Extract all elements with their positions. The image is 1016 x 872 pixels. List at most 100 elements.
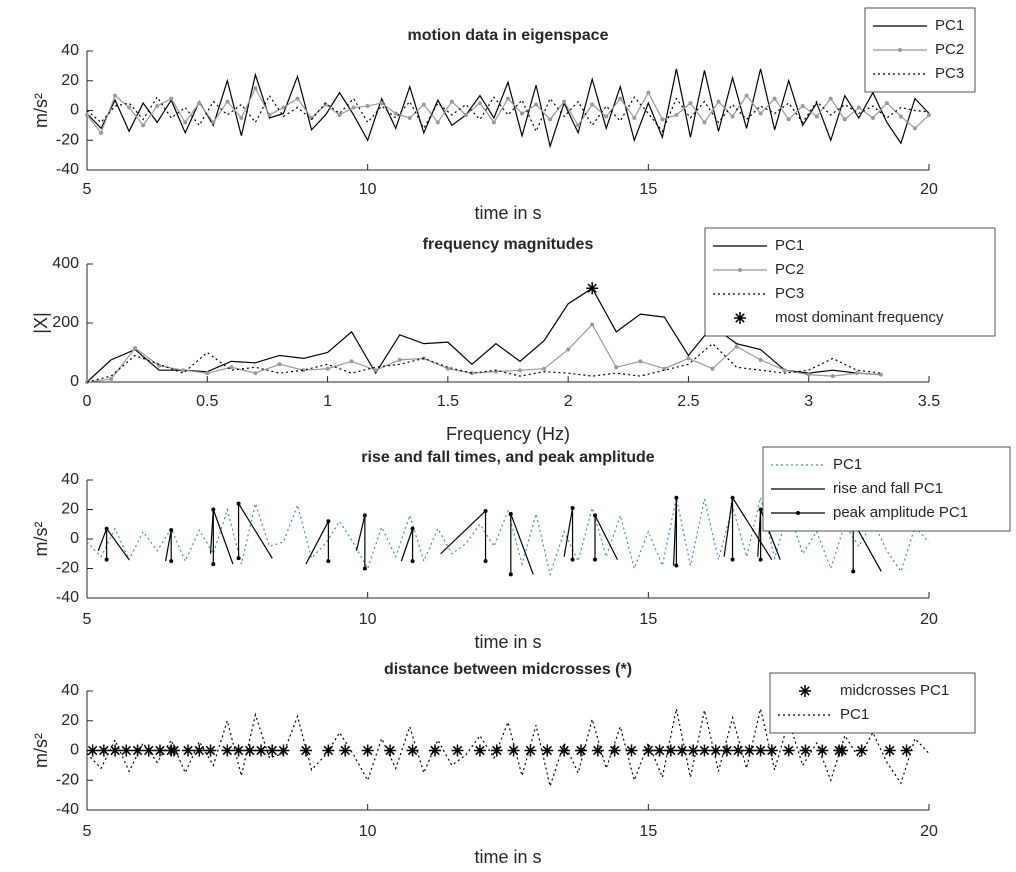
star-marker [109,744,122,757]
x-tick-label: 0.5 [196,393,218,410]
series-line [400,528,414,562]
x-tick-label: 5 [83,181,92,198]
point-marker [508,511,513,516]
star-marker [765,744,778,757]
point-marker [326,519,331,524]
x-tick-label: 15 [639,611,657,628]
star-marker [142,744,155,757]
point-marker [758,357,763,362]
point-marker [534,102,539,107]
point-marker [638,359,643,364]
point-marker [566,347,571,352]
point-marker [734,344,739,349]
star-marker [754,744,767,757]
point-marker [710,366,715,371]
star-marker [204,744,217,757]
point-marker [225,99,230,104]
x-tick-label: 15 [639,181,657,198]
legend-label: PC1 [775,237,804,254]
star-marker [490,744,503,757]
point-marker [477,101,482,106]
point-marker [267,112,272,117]
point-marker [772,96,777,101]
point-marker [800,104,805,109]
series-line [355,515,366,551]
point-marker [141,123,146,128]
point-marker [410,526,415,531]
stem-base-marker [730,557,735,562]
y-tick-label: -20 [56,131,79,148]
star-marker [339,744,352,757]
point-marker [614,365,619,370]
star-marker [835,744,848,757]
point-marker [506,96,510,101]
point-marker [662,366,667,371]
y-tick-label: 20 [61,501,79,518]
point-marker [211,507,216,512]
star-marker [642,744,655,757]
point-marker [229,365,234,370]
series-line [563,507,574,557]
star-marker [625,744,638,757]
series-line [594,515,618,560]
point-marker [716,99,721,104]
point-marker [660,117,665,122]
x-tick-label: 10 [359,611,377,628]
legend-label: PC2 [775,261,804,278]
point-marker [449,99,454,104]
legend-marker [738,268,742,272]
point-marker [786,117,791,122]
point-marker [814,114,819,119]
y-axis-label: m/s² [31,522,51,557]
star-marker [709,744,722,757]
star-marker [782,744,795,757]
legend-label: PC3 [935,65,964,82]
star-marker [120,744,133,757]
legend-marker [898,48,902,52]
point-marker [239,115,244,120]
y-tick-label: 40 [61,682,79,699]
point-marker [325,366,330,371]
point-marker [183,120,188,125]
legend-marker [796,511,800,515]
x-tick-label: 1 [323,393,332,410]
legend-label: rise and fall PC1 [833,480,943,497]
stem-base-marker [851,569,856,574]
series-line [86,497,930,577]
point-marker [99,130,104,135]
x-axis-label: time in s [474,632,541,652]
point-marker [674,112,679,117]
point-marker [854,371,859,376]
x-tick-label: 20 [920,611,938,628]
y-tick-label: 40 [61,471,79,488]
star-marker [243,744,256,757]
chart-title: rise and fall times, and peak amplitude [361,449,655,466]
star-marker [277,744,290,757]
point-marker [197,101,202,106]
point-marker [542,366,547,371]
star-marker [653,744,666,757]
x-tick-label: 10 [359,181,377,198]
point-marker [205,371,210,376]
star-marker [86,744,99,757]
point-marker [593,513,598,518]
stem-base-marker [758,557,763,562]
point-marker [483,508,488,513]
point-marker [155,104,160,109]
point-marker [127,105,132,110]
x-tick-label: 5 [83,823,92,840]
star-marker [97,744,110,757]
star-marker [193,744,206,757]
point-marker [758,507,763,512]
chart-title: frequency magnitudes [423,236,594,253]
stem-base-marker [674,563,679,568]
x-tick-label: 2 [564,393,573,410]
star-marker [591,744,604,757]
point-marker [236,501,241,506]
star-marker [406,744,419,757]
series-line [164,530,172,562]
star-marker [541,744,554,757]
legend-marker [734,312,746,324]
y-tick-label: 20 [61,712,79,729]
star-marker [743,744,756,757]
